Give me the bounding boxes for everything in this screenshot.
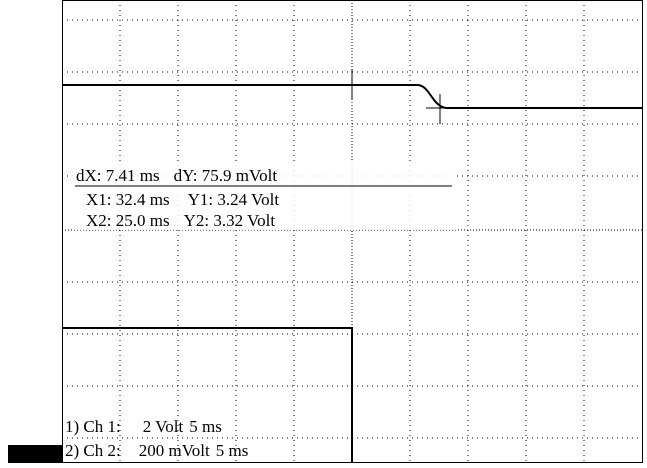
channel-label: 1) Ch 1: bbox=[65, 417, 121, 436]
readout-line: X2: 25.0 ms Y2: 3.32 Volt bbox=[86, 211, 275, 230]
dy: dY: 75.9 mVolt bbox=[174, 166, 278, 185]
channel-time: 5 ms bbox=[216, 441, 249, 460]
channel-label: 2) Ch 2: bbox=[65, 441, 121, 460]
y2: Y2: 3.32 Volt bbox=[184, 211, 276, 230]
cursors bbox=[338, 70, 454, 124]
readout-bg bbox=[72, 162, 457, 230]
channel-marker bbox=[8, 445, 62, 463]
channel-line: 1) Ch 1: 2 Volt 5 ms bbox=[65, 417, 222, 436]
dx: dX: 7.41 ms bbox=[76, 166, 160, 185]
channel-line: 2) Ch 2: 200 mVolt 5 ms bbox=[65, 441, 248, 460]
channel-scale: 200 mVolt bbox=[139, 441, 210, 460]
channel-scale: 2 Volt bbox=[143, 417, 184, 436]
readout-line: X1: 32.4 ms Y1: 3.24 Volt bbox=[86, 190, 279, 209]
readout-line: dX: 7.41 ms dY: 75.9 mVolt bbox=[76, 166, 277, 185]
channel-time: 5 ms bbox=[189, 417, 222, 436]
x1: X1: 32.4 ms bbox=[86, 190, 170, 209]
x2: X2: 25.0 ms bbox=[86, 211, 170, 230]
y1: Y1: 3.24 Volt bbox=[188, 190, 280, 209]
trace-ch2 bbox=[62, 327, 353, 462]
